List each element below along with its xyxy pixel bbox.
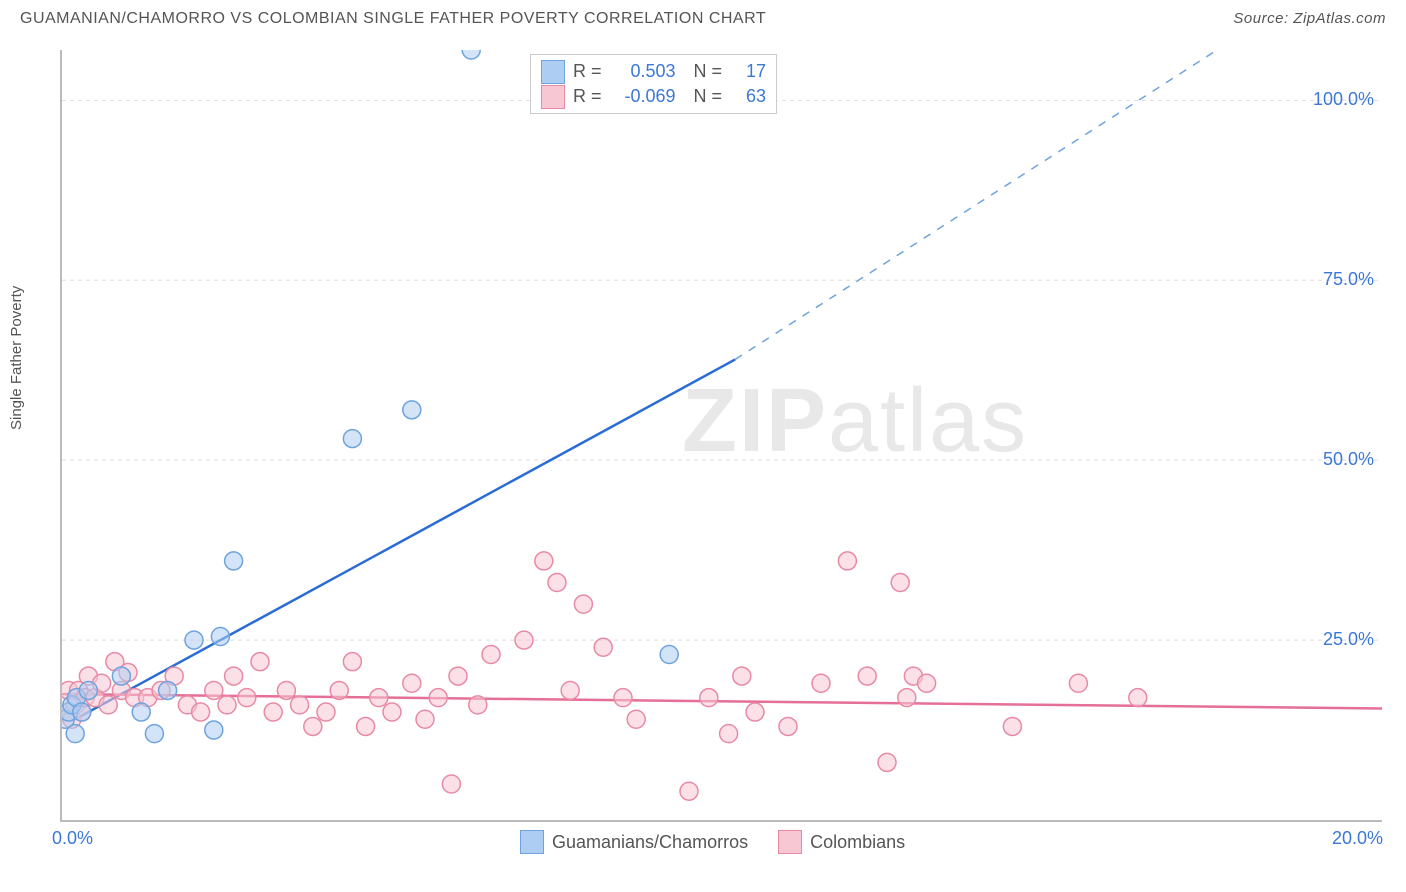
scatter-point-pink <box>878 753 896 771</box>
scatter-point-pink <box>918 674 936 692</box>
trend-line-blue-dashed <box>735 50 1217 359</box>
plot-area: ZIPatlas 25.0%50.0%75.0%100.0% R = 0.503… <box>60 50 1382 822</box>
scatter-point-blue <box>73 703 91 721</box>
scatter-point-pink <box>858 667 876 685</box>
y-tick-label: 50.0% <box>1323 449 1374 469</box>
scatter-point-blue <box>112 667 130 685</box>
scatter-point-pink <box>838 552 856 570</box>
scatter-point-blue <box>79 681 97 699</box>
scatter-point-pink <box>548 574 566 592</box>
scatter-point-pink <box>99 696 117 714</box>
scatter-point-blue <box>205 721 223 739</box>
scatter-point-pink <box>812 674 830 692</box>
series-legend-label: Guamanians/Chamorros <box>552 832 748 853</box>
scatter-point-pink <box>416 710 434 728</box>
series-legend-item: Guamanians/Chamorros <box>520 830 748 854</box>
scatter-point-pink <box>403 674 421 692</box>
scatter-point-blue <box>132 703 150 721</box>
scatter-point-pink <box>357 717 375 735</box>
scatter-point-blue <box>145 725 163 743</box>
source-prefix: Source: <box>1233 10 1293 27</box>
scatter-point-pink <box>370 689 388 707</box>
scatter-point-blue <box>211 627 229 645</box>
scatter-point-pink <box>627 710 645 728</box>
y-tick-label: 100.0% <box>1313 89 1374 109</box>
legend-r-label: R = <box>573 59 602 84</box>
legend-swatch <box>541 85 565 109</box>
scatter-point-pink <box>779 717 797 735</box>
scatter-point-blue <box>159 681 177 699</box>
scatter-point-pink <box>1129 689 1147 707</box>
scatter-point-pink <box>343 653 361 671</box>
scatter-point-pink <box>594 638 612 656</box>
scatter-point-pink <box>535 552 553 570</box>
scatter-point-pink <box>277 681 295 699</box>
scatter-point-pink <box>574 595 592 613</box>
legend-swatch <box>520 830 544 854</box>
scatter-point-pink <box>898 689 916 707</box>
y-axis-label: Single Father Poverty <box>8 286 25 430</box>
source-label: Source: ZipAtlas.com <box>1233 10 1386 27</box>
series-legend-item: Colombians <box>778 830 905 854</box>
scatter-point-blue <box>225 552 243 570</box>
legend-row: R = -0.069 N = 63 <box>541 84 766 109</box>
series-legend-label: Colombians <box>810 832 905 853</box>
scatter-point-pink <box>891 574 909 592</box>
y-tick-label: 25.0% <box>1323 629 1374 649</box>
legend-r-value: -0.069 <box>616 84 676 109</box>
legend-n-label: N = <box>694 59 723 84</box>
scatter-point-pink <box>680 782 698 800</box>
scatter-point-pink <box>720 725 738 743</box>
scatter-point-pink <box>383 703 401 721</box>
scatter-point-pink <box>482 645 500 663</box>
legend-r-value: 0.503 <box>616 59 676 84</box>
scatter-point-pink <box>429 689 447 707</box>
series-legend: Guamanians/Chamorros Colombians <box>520 830 905 854</box>
trend-line-pink <box>62 694 1382 708</box>
scatter-point-pink <box>614 689 632 707</box>
y-tick-label: 75.0% <box>1323 269 1374 289</box>
chart-svg: 25.0% 50.0% 75.0% 100.0% <box>62 50 1382 820</box>
scatter-point-pink <box>205 681 223 699</box>
x-tick-label: 0.0% <box>52 828 93 849</box>
legend-row: R = 0.503 N = 17 <box>541 59 766 84</box>
source-name: ZipAtlas.com <box>1293 10 1386 27</box>
legend-n-label: N = <box>694 84 723 109</box>
scatter-point-pink <box>700 689 718 707</box>
legend-swatch <box>541 60 565 84</box>
scatter-point-pink <box>264 703 282 721</box>
scatter-point-blue <box>343 430 361 448</box>
scatter-point-pink <box>238 689 256 707</box>
scatter-point-pink <box>449 667 467 685</box>
legend-swatch <box>778 830 802 854</box>
scatter-point-blue <box>185 631 203 649</box>
legend-n-value: 17 <box>736 59 766 84</box>
scatter-point-blue <box>462 50 480 59</box>
scatter-point-pink <box>469 696 487 714</box>
scatter-point-pink <box>304 717 322 735</box>
legend-n-value: 63 <box>736 84 766 109</box>
scatter-point-blue <box>403 401 421 419</box>
x-tick-label: 20.0% <box>1332 828 1383 849</box>
scatter-point-pink <box>291 696 309 714</box>
scatter-point-pink <box>733 667 751 685</box>
correlation-legend: R = 0.503 N = 17 R = -0.069 N = 63 <box>530 54 777 114</box>
legend-r-label: R = <box>573 84 602 109</box>
scatter-point-pink <box>442 775 460 793</box>
scatter-point-pink <box>192 703 210 721</box>
scatter-point-blue <box>660 645 678 663</box>
scatter-point-pink <box>1069 674 1087 692</box>
scatter-point-pink <box>251 653 269 671</box>
scatter-point-pink <box>317 703 335 721</box>
scatter-point-pink <box>218 696 236 714</box>
scatter-point-blue <box>66 725 84 743</box>
scatter-point-pink <box>330 681 348 699</box>
scatter-point-pink <box>561 681 579 699</box>
chart-title: GUAMANIAN/CHAMORRO VS COLOMBIAN SINGLE F… <box>20 10 766 28</box>
scatter-point-pink <box>1003 717 1021 735</box>
scatter-point-pink <box>225 667 243 685</box>
scatter-point-pink <box>515 631 533 649</box>
scatter-point-pink <box>746 703 764 721</box>
